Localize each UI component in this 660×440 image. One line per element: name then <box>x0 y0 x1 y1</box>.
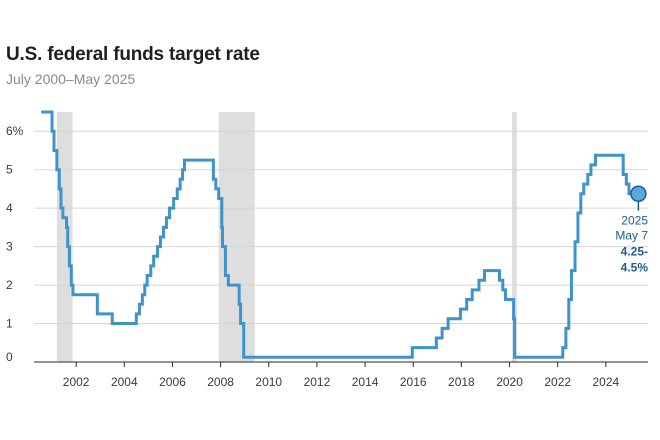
grid-lines <box>34 130 648 325</box>
y-tick-label: 3 <box>6 240 13 254</box>
chart-title: U.S. federal funds target rate <box>6 44 260 65</box>
x-tick-label: 2006 <box>159 375 186 389</box>
y-tick-label: 5 <box>6 163 13 177</box>
series-line-fed-funds-rate <box>41 110 639 359</box>
latest-point-marker <box>630 185 647 202</box>
recession-band <box>56 112 73 362</box>
annotation-value-line2: 4.5% <box>621 261 649 275</box>
annotation-value-line1: 4.25- <box>621 245 648 259</box>
recession-band <box>218 112 255 362</box>
x-tick-label: 2020 <box>496 375 523 389</box>
recession-band <box>511 112 517 362</box>
x-tick-label: 2024 <box>593 375 620 389</box>
y-tick-label: 0 <box>6 350 13 364</box>
x-tick-label: 2008 <box>207 375 234 389</box>
recession-bands <box>56 112 517 362</box>
x-tick-label: 2010 <box>255 375 282 389</box>
x-tick-label: 2018 <box>448 375 475 389</box>
x-axis-labels: 2002 2004 2006 2008 2010 2012 2014 2016 2018 2020… <box>63 362 620 389</box>
y-tick-label: 4 <box>6 201 13 215</box>
x-tick-label: 2022 <box>544 375 571 389</box>
x-tick-label: 2002 <box>63 375 90 389</box>
y-axis-labels: 0 1 2 3 4 5 6% <box>6 124 24 364</box>
annotation-year: 2025 <box>621 214 648 228</box>
y-tick-label: 2 <box>6 278 13 292</box>
y-tick-label: 1 <box>6 317 13 331</box>
x-tick-label: 2004 <box>111 375 138 389</box>
y-tick-label: 6% <box>6 124 24 138</box>
x-tick-label: 2016 <box>400 375 427 389</box>
annotation-date: May 7 <box>615 229 648 243</box>
chart-subtitle: July 2000–May 2025 <box>6 71 136 87</box>
series-layer <box>41 110 639 359</box>
x-tick-label: 2014 <box>352 375 379 389</box>
x-tick-label: 2012 <box>304 375 331 389</box>
